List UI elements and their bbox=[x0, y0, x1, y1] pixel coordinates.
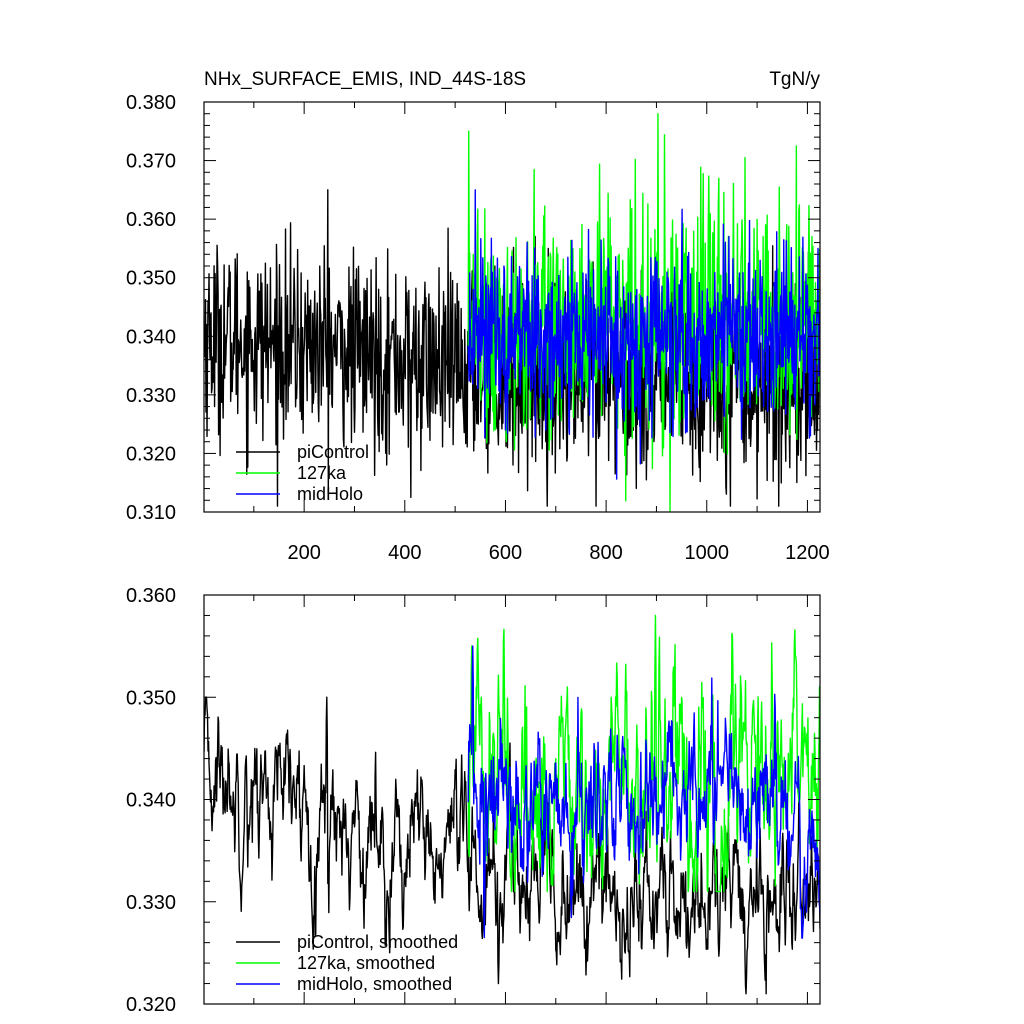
y-tick-label: 0.380 bbox=[126, 92, 176, 114]
legend-label: midHolo bbox=[297, 484, 363, 504]
y-tick-label: 0.330 bbox=[126, 892, 176, 914]
legend-label: piControl, smoothed bbox=[297, 932, 458, 952]
series-line-midholo-smoothed bbox=[467, 645, 820, 939]
y-tick-label: 0.350 bbox=[126, 687, 176, 709]
x-tick-label: 1200 bbox=[785, 542, 830, 564]
series-group bbox=[204, 113, 820, 512]
y-tick-label: 0.360 bbox=[126, 585, 176, 607]
y-tick-label: 0.350 bbox=[126, 268, 176, 290]
y-tick-label: 0.340 bbox=[126, 326, 176, 348]
plot-frame bbox=[203, 101, 821, 513]
series-line-picontrol bbox=[204, 189, 820, 507]
legend-label: piControl bbox=[297, 442, 369, 462]
units-label: TgN/y bbox=[769, 69, 820, 90]
series-line-127ka-smoothed bbox=[467, 614, 820, 893]
x-tick-label: 600 bbox=[489, 542, 522, 564]
x-tick-label: 800 bbox=[589, 542, 622, 564]
y-tick-label: 0.320 bbox=[126, 443, 176, 465]
y-tick-label: 0.360 bbox=[126, 209, 176, 231]
series-line-midholo bbox=[467, 189, 820, 480]
y-tick-label: 0.310 bbox=[126, 502, 176, 524]
chart-title: NHx_SURFACE_EMIS, IND_44S-18S bbox=[204, 69, 526, 90]
bottom-panel: 0.320 0.330 0.340 0.350 0.360 piControl, smoo… bbox=[126, 585, 821, 1016]
legend-label: 127ka, smoothed bbox=[297, 953, 435, 973]
legend-label: midHolo, smoothed bbox=[297, 974, 452, 994]
top-panel: 0.310 0.320 0.330 0.340 0.350 0.360 0.370 0.380… bbox=[126, 92, 830, 564]
x-tick-label: 1000 bbox=[685, 542, 730, 564]
x-tick-label: 200 bbox=[287, 542, 320, 564]
y-tick-label: 0.340 bbox=[126, 790, 176, 812]
series-group bbox=[204, 614, 820, 995]
y-tick-label: 0.370 bbox=[126, 151, 176, 173]
legend-label: 127ka bbox=[297, 463, 347, 483]
y-tick-label: 0.330 bbox=[126, 385, 176, 407]
y-tick-label: 0.320 bbox=[126, 994, 176, 1016]
x-tick-label: 400 bbox=[388, 542, 421, 564]
